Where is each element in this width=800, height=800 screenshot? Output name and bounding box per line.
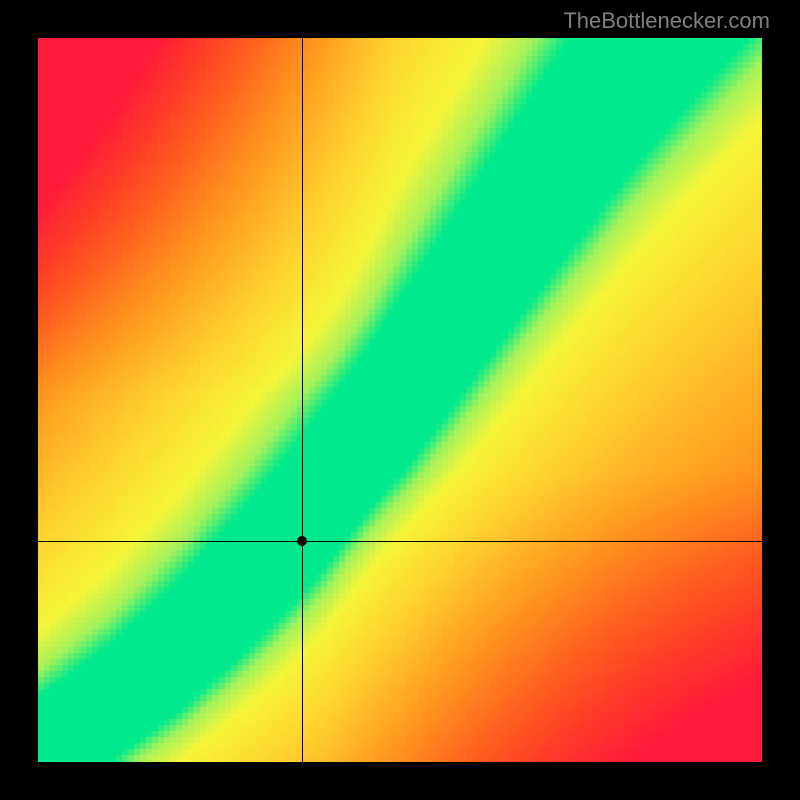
bottleneck-heatmap xyxy=(38,38,762,762)
watermark-text: TheBottlenecker.com xyxy=(563,8,770,34)
selection-marker-dot xyxy=(297,536,307,546)
heatmap-canvas xyxy=(38,38,762,762)
crosshair-horizontal xyxy=(38,541,762,542)
crosshair-vertical xyxy=(302,38,303,762)
